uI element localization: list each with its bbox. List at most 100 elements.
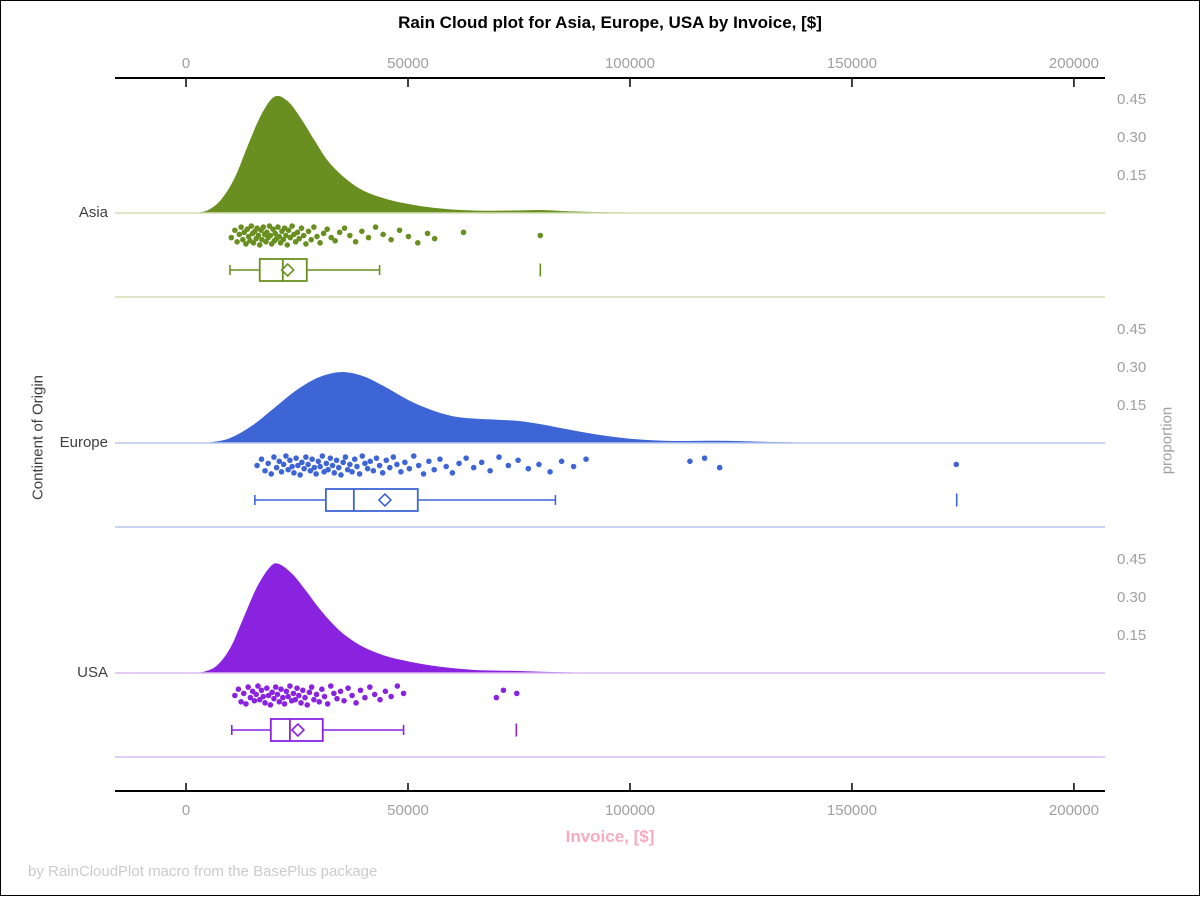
rain-dot-asia — [256, 242, 263, 248]
rain-dot-asia — [272, 230, 279, 237]
rain-dot-usa — [394, 683, 401, 689]
rain-dot-europe — [415, 462, 422, 469]
rain-dot-asia — [260, 224, 267, 230]
rain-dot-europe — [333, 457, 340, 464]
rain-dot-europe — [268, 471, 275, 477]
mean-diamond-usa — [290, 722, 306, 738]
rain-dot-europe — [305, 461, 311, 468]
rain-dot-europe — [287, 457, 293, 464]
rain-dot-usa — [337, 688, 344, 695]
rain-dot-europe — [338, 472, 344, 478]
rain-dot-europe — [547, 469, 553, 475]
rain-dot-asia — [289, 223, 295, 229]
rain-dot-europe — [323, 460, 330, 467]
rain-dot-europe — [376, 462, 383, 469]
rain-dot-europe — [273, 464, 280, 471]
rain-dot-europe — [364, 465, 371, 472]
rain-dot-usa — [341, 697, 347, 704]
cloud-asia — [186, 95, 1097, 213]
rain-dot-europe — [716, 464, 723, 471]
rain-dot-usa — [260, 693, 267, 700]
rain-dot-usa — [281, 701, 288, 707]
proportion-tick-label: 0.15 — [1117, 167, 1146, 184]
rain-dot-europe — [309, 456, 315, 463]
rain-dot-asia — [405, 233, 412, 240]
rain-dot-europe — [285, 466, 291, 473]
rain-dot-europe — [303, 454, 309, 460]
rain-dot-usa — [331, 690, 337, 697]
rain-dot-usa — [382, 688, 389, 695]
rain-dot-usa — [292, 696, 299, 703]
rain-dot-asia — [234, 239, 240, 245]
rain-dot-europe — [373, 455, 380, 461]
rain-dot-usa — [238, 699, 244, 705]
rain-dot-usa — [319, 686, 325, 692]
rain-dot-asia — [276, 233, 283, 240]
footer-credit: by RainCloudPlot macro from the BasePlus… — [28, 863, 378, 880]
rain-dot-usa — [267, 702, 274, 708]
rain-dot-europe — [420, 471, 427, 477]
category-label-europe: Europe — [59, 434, 108, 451]
rain-dot-asia — [250, 240, 257, 246]
rain-dot-europe — [496, 454, 502, 460]
rain-dot-asia — [305, 228, 312, 235]
rain-dot-usa — [493, 694, 500, 701]
proportion-tick-label: 0.30 — [1117, 359, 1146, 376]
rain-dot-usa — [251, 697, 258, 704]
bottom-axis-tick-label: 0 — [182, 802, 190, 819]
rain-dot-asia — [308, 236, 315, 243]
rain-dot-asia — [347, 232, 353, 239]
rain-dot-asia — [270, 226, 276, 232]
mean-diamond-europe — [377, 492, 393, 508]
rain-dot-usa — [362, 694, 368, 701]
rain-dot-usa — [298, 700, 304, 706]
rain-dot-usa — [272, 684, 279, 690]
rain-dot-asia — [243, 241, 249, 247]
rain-dot-europe — [313, 471, 319, 477]
rain-dot-asia — [238, 224, 244, 230]
rain-dot-asia — [336, 229, 343, 236]
proportion-tick-label: 0.45 — [1117, 91, 1146, 108]
rain-dot-asia — [244, 226, 251, 232]
rain-dot-europe — [953, 461, 960, 468]
rain-dot-asia — [324, 226, 331, 232]
cloud-europe — [194, 372, 1097, 443]
rain-dot-usa — [299, 687, 306, 694]
rain-dot-asia — [232, 227, 238, 234]
rain-dot-europe — [426, 458, 432, 465]
rain-dot-europe — [356, 471, 363, 477]
box-europe — [324, 488, 419, 512]
rain-dot-europe — [349, 469, 355, 475]
rain-dot-usa — [283, 688, 290, 695]
rain-dot-europe — [319, 453, 326, 459]
cloud-usa — [190, 563, 1097, 673]
rain-dot-usa — [258, 687, 265, 694]
rain-dot-europe — [317, 463, 323, 470]
rain-dot-europe — [701, 455, 708, 461]
rain-dot-europe — [449, 470, 456, 476]
rain-dot-usa — [278, 686, 284, 692]
rain-dot-europe — [359, 453, 366, 459]
rain-dot-usa — [357, 687, 364, 694]
rain-dot-asia — [365, 234, 372, 241]
rain-dot-europe — [329, 462, 336, 469]
rain-dot-europe — [515, 457, 521, 464]
rain-dot-europe — [289, 463, 295, 470]
rain-dot-asia — [255, 232, 262, 239]
rain-dot-usa — [327, 683, 334, 689]
rain-dot-europe — [327, 455, 334, 461]
rain-dot-asia — [267, 232, 274, 239]
y-axis-label-left: Continent of Origin — [29, 374, 47, 501]
chart-title: Rain Cloud plot for Asia, Europe, USA by… — [398, 13, 822, 32]
rain-dot-asia — [284, 242, 291, 248]
rain-dot-europe — [687, 458, 693, 465]
rain-dot-asia — [372, 224, 379, 230]
rain-dot-usa — [271, 695, 277, 702]
rain-dot-europe — [331, 470, 338, 476]
rain-dot-europe — [463, 455, 469, 461]
bottom-axis-tick-label: 200000 — [1049, 802, 1099, 819]
rain-dot-europe — [431, 466, 437, 473]
rain-dot-asia — [328, 234, 335, 241]
rain-dot-usa — [294, 685, 300, 691]
rain-dot-europe — [525, 465, 532, 472]
